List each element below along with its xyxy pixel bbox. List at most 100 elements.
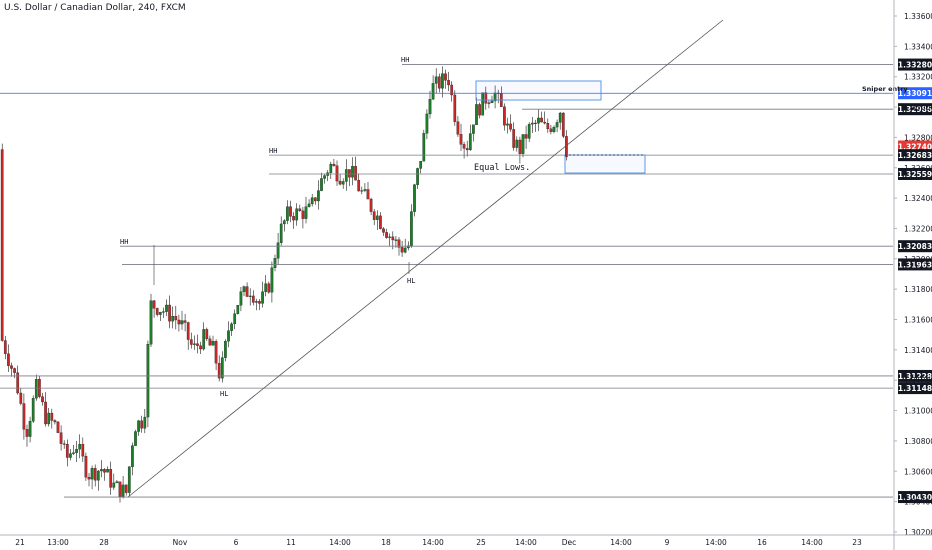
candle-32 [100, 460, 103, 478]
time-axis: 21 13:00 28 Nov 6 11 14:00 18 14:00 25 14:00 Dec 14:… [0, 534, 932, 547]
drawing-overlay: HH HH HH HL HL Equal Lows. Sniper entry [120, 19, 908, 498]
candle-92 [286, 200, 289, 225]
candle-91 [282, 219, 286, 232]
candle-66 [205, 327, 209, 341]
candle-77 [239, 286, 243, 312]
candle-7 [22, 393, 26, 440]
candle-6 [19, 387, 23, 406]
hh-label-0: HH [401, 56, 409, 64]
candle-125 [388, 233, 392, 247]
candle-5 [16, 365, 20, 395]
x-tick-label-16: 14:00 [801, 538, 823, 547]
candle-36 [112, 473, 116, 490]
candle-164 [509, 114, 512, 132]
candle-64 [199, 341, 202, 354]
x-tick-label-15: 16 [757, 538, 767, 547]
supply-zone-box [475, 80, 602, 101]
candle-21 [65, 439, 69, 467]
candle-24 [75, 440, 78, 462]
candle-75 [233, 309, 237, 330]
candle-152 [472, 124, 475, 142]
candle-135 [419, 161, 423, 174]
x-tick-label-6: 14:00 [329, 538, 351, 547]
candle-89 [276, 233, 280, 265]
candle-69 [214, 339, 218, 371]
candle-8 [25, 424, 29, 447]
candle-155 [481, 92, 485, 116]
candle-150 [465, 140, 469, 157]
candle-2 [7, 344, 10, 372]
candle-100 [310, 194, 314, 207]
svg-text:1.31228: 1.31228 [898, 372, 932, 381]
candle-121 [375, 210, 379, 230]
candle-59 [183, 313, 187, 332]
candles-layer [0, 66, 568, 503]
candle-154 [478, 102, 481, 119]
candle-4 [13, 367, 16, 379]
svg-text:1.30430: 1.30430 [898, 493, 932, 502]
candle-14 [44, 392, 47, 427]
x-tick-label-3: Nov [173, 538, 188, 547]
x-tick-label-7: 18 [381, 538, 391, 547]
candle-110 [341, 178, 345, 189]
candle-63 [196, 334, 199, 354]
candle-26 [81, 437, 85, 463]
candle-67 [208, 335, 212, 346]
candle-151 [468, 124, 472, 151]
candle-108 [335, 160, 339, 186]
y-tick-label-7: 1.32200 [904, 224, 932, 233]
candle-11 [34, 374, 38, 401]
level-label-2: 1.32986 [898, 103, 932, 116]
candle-153 [475, 97, 478, 125]
candle-97 [301, 206, 305, 229]
level-label-0: 1.33280 [898, 58, 932, 71]
candle-61 [189, 332, 193, 349]
candle-118 [366, 181, 370, 200]
candle-129 [400, 240, 404, 257]
candle-57 [177, 314, 181, 332]
svg-text:1.32986: 1.32986 [898, 105, 932, 114]
y-tick-label-4: 1.32800 [904, 133, 932, 142]
level-label-8: 1.31228 [898, 369, 932, 382]
candle-168 [521, 134, 525, 158]
level-label-1: 1.33091 [898, 87, 932, 100]
candle-29 [90, 465, 94, 490]
candle-42 [131, 442, 134, 476]
candle-126 [391, 231, 395, 250]
y-tick-label-8: 1.32000 [904, 255, 932, 264]
candle-46 [143, 409, 147, 434]
candle-180 [558, 111, 562, 130]
candle-49 [152, 299, 156, 318]
candle-105 [326, 170, 330, 182]
candle-73 [227, 321, 230, 348]
y-tick-label-15: 1.30600 [904, 467, 932, 476]
candle-72 [224, 339, 227, 362]
candle-16 [50, 408, 54, 429]
candle-51 [158, 311, 162, 321]
candle-28 [87, 472, 91, 487]
candle-47 [146, 340, 150, 427]
x-tick-label-0: 21 [15, 538, 25, 547]
candle-44 [137, 419, 140, 436]
candle-109 [338, 174, 342, 186]
candle-136 [422, 129, 426, 162]
candle-133 [413, 183, 416, 217]
y-tick-label-11: 1.31400 [904, 346, 932, 355]
candle-144 [447, 71, 450, 92]
candle-119 [369, 197, 373, 216]
chart-title: U.S. Dollar / Canadian Dollar, 240, FXCM [4, 3, 186, 13]
candle-83 [258, 298, 261, 311]
candle-37 [115, 479, 119, 484]
level-label-6: 1.32083 [898, 240, 932, 253]
x-tick-label-4: 6 [234, 538, 239, 547]
candle-137 [425, 109, 429, 140]
hl-label-4: HL [220, 390, 228, 398]
candle-85 [264, 275, 268, 297]
candle-15 [47, 408, 51, 427]
candle-12 [38, 375, 41, 399]
candle-177 [549, 125, 553, 135]
svg-text:1.32559: 1.32559 [898, 170, 932, 179]
y-tick-label-10: 1.31600 [904, 316, 932, 325]
